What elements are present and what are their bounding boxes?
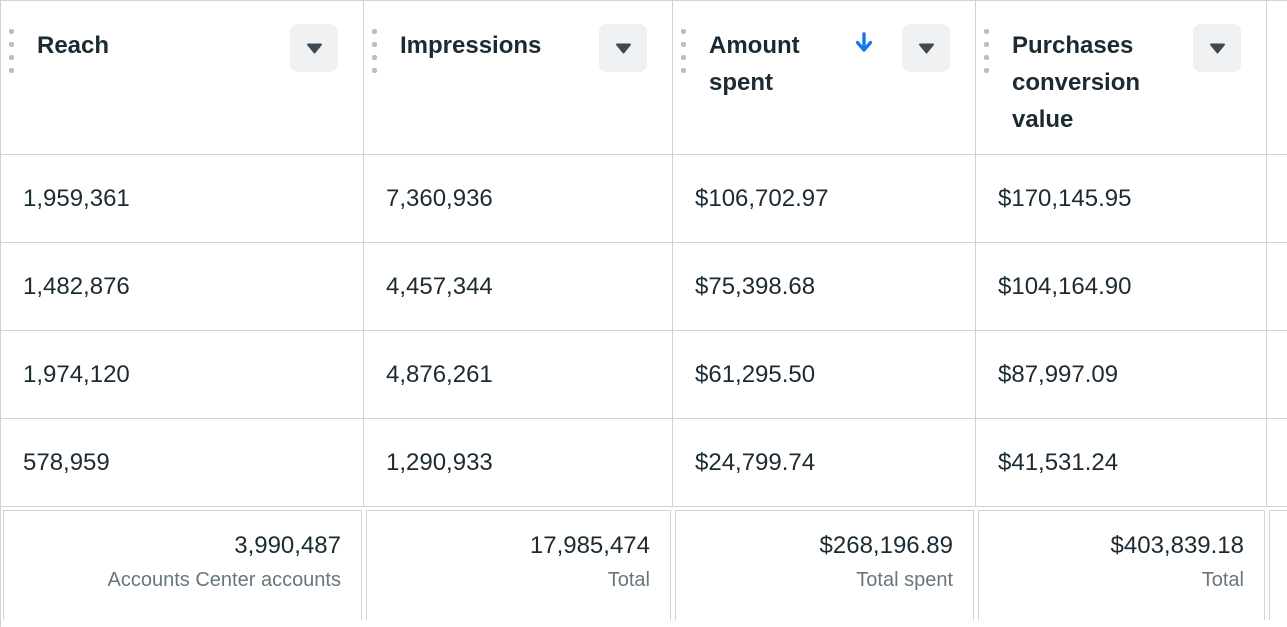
- cell-impressions: 7,360,936: [364, 155, 673, 242]
- column-menu-button[interactable]: [290, 24, 338, 72]
- chevron-down-icon: [306, 43, 322, 53]
- cell-reach: 1,482,876: [1, 243, 364, 330]
- drag-handle-icon[interactable]: [984, 29, 989, 73]
- column-header-impressions[interactable]: Impressions: [364, 1, 673, 154]
- table-row: 1,974,120 4,876,261 $61,295.50 $87,997.0…: [1, 331, 1287, 419]
- table-totals-row: 3,990,487 Accounts Center accounts 17,98…: [1, 507, 1287, 627]
- column-header-reach[interactable]: Reach: [1, 1, 364, 154]
- total-label: Total: [1201, 569, 1244, 591]
- cell-partial: [1267, 155, 1287, 242]
- table-row: 1,482,876 4,457,344 $75,398.68 $104,164.…: [1, 243, 1287, 331]
- cell-impressions: 4,876,261: [364, 331, 673, 418]
- total-cell-reach: 3,990,487 Accounts Center accounts: [3, 510, 362, 620]
- column-title: Purchases conversion value: [1012, 32, 1141, 133]
- cell-reach: 1,974,120: [1, 331, 364, 418]
- column-menu-button[interactable]: [599, 24, 647, 72]
- cell-impressions: 1,290,933: [364, 419, 673, 506]
- cell-reach: 1,959,361: [1, 155, 364, 242]
- chevron-down-icon: [615, 43, 631, 53]
- column-title: Impressions: [400, 32, 542, 59]
- column-header-purchases-conversion-value[interactable]: Purchases conversion value: [976, 1, 1267, 154]
- column-header-amount-spent[interactable]: Amount spent: [673, 1, 976, 154]
- sort-descending-icon: [853, 31, 875, 55]
- total-label: Accounts Center accounts: [107, 569, 341, 591]
- cell-impressions: 4,457,344: [364, 243, 673, 330]
- total-label: Total spent: [856, 569, 953, 591]
- cell-partial: [1267, 243, 1287, 330]
- cell-amount-spent: $75,398.68: [673, 243, 976, 330]
- cell-purchases-conversion-value: $41,531.24: [976, 419, 1267, 506]
- column-menu-button[interactable]: [902, 24, 950, 72]
- total-value: 17,985,474: [529, 532, 650, 559]
- cell-purchases-conversion-value: $104,164.90: [976, 243, 1267, 330]
- total-value: 3,990,487: [234, 532, 341, 559]
- total-value: $268,196.89: [819, 532, 953, 559]
- table-row: 578,959 1,290,933 $24,799.74 $41,531.24: [1, 419, 1287, 507]
- chevron-down-icon: [918, 43, 934, 53]
- table-body: 1,959,361 7,360,936 $106,702.97 $170,145…: [1, 155, 1287, 507]
- cell-amount-spent: $61,295.50: [673, 331, 976, 418]
- column-title: Reach: [37, 32, 110, 59]
- cell-amount-spent: $24,799.74: [673, 419, 976, 506]
- cell-purchases-conversion-value: $170,145.95: [976, 155, 1267, 242]
- drag-handle-icon[interactable]: [681, 29, 686, 73]
- drag-handle-icon[interactable]: [9, 29, 14, 73]
- cell-reach: 578,959: [1, 419, 364, 506]
- total-cell-partial: [1269, 510, 1287, 620]
- chevron-down-icon: [1209, 43, 1225, 53]
- total-cell-impressions: 17,985,474 Total: [366, 510, 671, 620]
- table-row: 1,959,361 7,360,936 $106,702.97 $170,145…: [1, 155, 1287, 243]
- cell-amount-spent: $106,702.97: [673, 155, 976, 242]
- cell-partial: [1267, 419, 1287, 506]
- column-menu-button[interactable]: [1193, 24, 1241, 72]
- total-cell-purchases-conversion-value: $403,839.18 Total: [978, 510, 1265, 620]
- cell-purchases-conversion-value: $87,997.09: [976, 331, 1267, 418]
- cell-partial: [1267, 331, 1287, 418]
- total-label: Total: [607, 569, 650, 591]
- column-header-partial: [1267, 1, 1287, 154]
- column-title: Amount spent: [709, 32, 800, 96]
- total-cell-amount-spent: $268,196.89 Total spent: [675, 510, 974, 620]
- drag-handle-icon[interactable]: [372, 29, 377, 73]
- total-value: $403,839.18: [1110, 532, 1244, 559]
- table-header-row: Reach Impressions Amount spent Purch: [1, 1, 1287, 155]
